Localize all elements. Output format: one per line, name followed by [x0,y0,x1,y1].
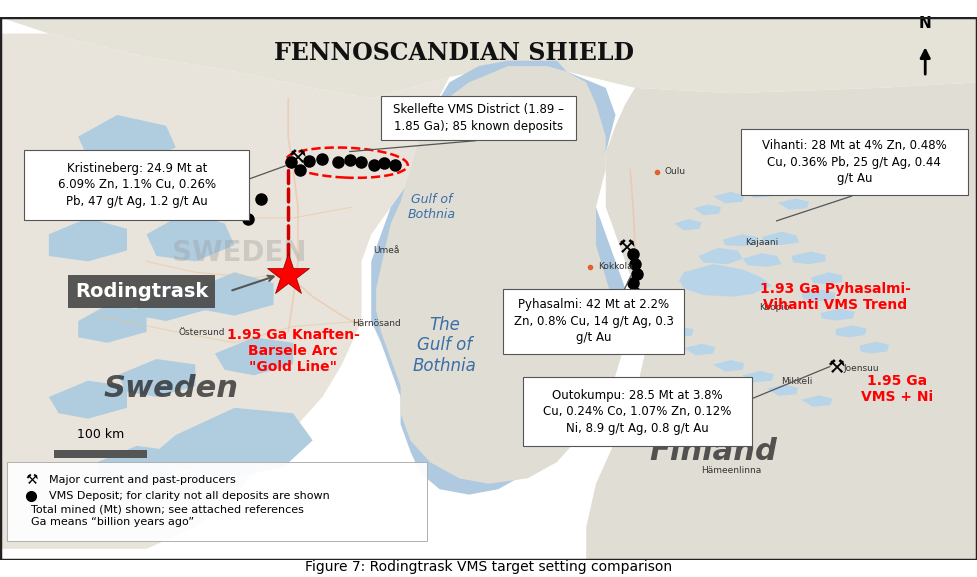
Polygon shape [821,309,855,320]
Text: Tampere: Tampere [692,426,731,435]
Polygon shape [371,61,625,494]
Polygon shape [713,192,744,203]
Text: FENNOSCANDIAN SHIELD: FENNOSCANDIAN SHIELD [275,40,634,65]
Text: Skellefte VMS District (1.89 –
1.85 Ga); 85 known deposits: Skellefte VMS District (1.89 – 1.85 Ga);… [393,103,565,133]
Text: Joensuu: Joensuu [843,364,878,373]
FancyBboxPatch shape [24,150,249,220]
FancyBboxPatch shape [503,288,684,354]
Polygon shape [743,186,774,198]
Polygon shape [137,283,205,321]
Polygon shape [147,212,234,261]
Text: Luleå: Luleå [538,108,563,117]
FancyBboxPatch shape [523,377,752,446]
Polygon shape [860,342,889,354]
Text: Hämeenlinna: Hämeenlinna [701,466,762,475]
Text: Kokkola: Kokkola [598,263,632,271]
Text: Kuopio: Kuopio [759,303,789,312]
Text: Kajaani: Kajaani [745,238,779,247]
Text: 100 km: 100 km [76,429,124,441]
Polygon shape [117,359,195,397]
Text: Rodingtrask: Rodingtrask [75,282,208,301]
Text: Härnösand: Härnösand [352,319,401,328]
Text: Oulu: Oulu [664,167,686,177]
Polygon shape [801,290,835,302]
Polygon shape [0,33,449,549]
Polygon shape [723,234,760,246]
Polygon shape [801,395,832,407]
Text: Umeå: Umeå [373,246,400,255]
Polygon shape [215,338,293,375]
Text: Finland: Finland [650,437,777,466]
Polygon shape [586,83,977,560]
Polygon shape [49,381,127,419]
Text: Seinäjoki: Seinäjoki [623,319,664,328]
Polygon shape [694,204,721,215]
Polygon shape [664,327,694,338]
Text: 1.95 Ga
VMS + Ni: 1.95 Ga VMS + Ni [861,374,933,404]
Polygon shape [778,198,809,210]
Polygon shape [156,408,313,478]
Polygon shape [98,446,176,484]
Text: Kristineberg: 24.9 Mt at
6.09% Zn, 1.1% Cu, 0.26%
Pb, 47 g/t Ag, 1.2 g/t Au: Kristineberg: 24.9 Mt at 6.09% Zn, 1.1% … [58,162,216,208]
Polygon shape [743,253,782,267]
Text: Major current and past-producers: Major current and past-producers [49,475,235,485]
Polygon shape [835,325,867,338]
Text: ⚒: ⚒ [289,148,307,167]
Text: Östersund: Östersund [179,328,226,338]
Polygon shape [791,252,826,264]
FancyBboxPatch shape [54,449,147,458]
FancyBboxPatch shape [7,462,427,541]
Text: Outokumpu: 28.5 Mt at 3.8%
Cu, 0.24% Co, 1.07% Zn, 0.12%
Ni, 8.9 g/t Ag, 0.8 g/t: Outokumpu: 28.5 Mt at 3.8% Cu, 0.24% Co,… [543,389,732,434]
Polygon shape [743,371,774,383]
Polygon shape [49,218,127,261]
Text: 1.95 Ga Knaften-
Barsele Arc
"Gold Line": 1.95 Ga Knaften- Barsele Arc "Gold Line" [227,328,360,374]
Polygon shape [78,115,176,164]
Polygon shape [98,169,186,218]
Polygon shape [699,248,743,264]
Text: ⚒: ⚒ [828,358,845,377]
Polygon shape [195,272,274,316]
Polygon shape [811,272,842,284]
Polygon shape [674,219,701,230]
Text: Total mined (Mt) shown; see attached references: Total mined (Mt) shown; see attached ref… [31,504,304,514]
Polygon shape [0,17,977,99]
Text: ⚒: ⚒ [618,238,636,257]
Text: 1.93 Ga Pyhasalmi-
Vihanti VMS Trend: 1.93 Ga Pyhasalmi- Vihanti VMS Trend [760,282,911,312]
Polygon shape [376,66,625,484]
FancyBboxPatch shape [741,129,968,195]
Text: N: N [918,16,932,31]
Text: Pyhasalmi: 42 Mt at 2.2%
Zn, 0.8% Cu, 14 g/t Ag, 0.3
g/t Au: Pyhasalmi: 42 Mt at 2.2% Zn, 0.8% Cu, 14… [514,298,673,344]
Text: The
Gulf of
Bothnia: The Gulf of Bothnia [412,316,477,375]
FancyBboxPatch shape [381,96,576,140]
Polygon shape [713,360,744,372]
Text: Gulf of
Bothnia: Gulf of Bothnia [407,193,456,221]
Text: SWEDEN: SWEDEN [172,239,307,267]
Text: Figure 7: Rodingtrask VMS target setting comparison: Figure 7: Rodingtrask VMS target setting… [305,560,672,574]
Polygon shape [679,264,772,297]
Polygon shape [684,344,715,355]
Text: Mikkeli: Mikkeli [782,377,813,386]
Text: ⚒: ⚒ [624,299,642,319]
Polygon shape [78,305,147,343]
Polygon shape [762,231,799,245]
Text: VMS Deposit; for clarity not all deposits are shown: VMS Deposit; for clarity not all deposit… [49,491,329,501]
Text: Ga means “billion years ago”: Ga means “billion years ago” [31,517,194,527]
Text: ⚒: ⚒ [25,473,37,487]
Text: Vihanti: 28 Mt at 4% Zn, 0.48%
Cu, 0.36% Pb, 25 g/t Ag, 0.44
g/t Au: Vihanti: 28 Mt at 4% Zn, 0.48% Cu, 0.36%… [762,139,947,185]
Polygon shape [767,384,798,396]
Text: Sweden: Sweden [104,374,238,403]
